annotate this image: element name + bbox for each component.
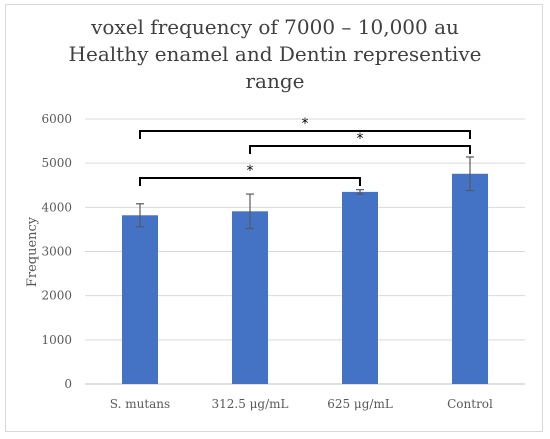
y-tick-label-6000: 6000 <box>41 112 72 126</box>
y-axis-tick-labels: 0 1000 2000 3000 4000 5000 6000 <box>41 112 72 391</box>
chart-title-line-3: range <box>245 69 305 93</box>
y-tick-label-0: 0 <box>64 377 72 391</box>
y-tick-label-1000: 1000 <box>41 333 72 347</box>
significance-bracket-1 <box>249 145 471 154</box>
bar-0 <box>122 215 158 384</box>
bar-1 <box>232 211 268 384</box>
significance-bracket-0 <box>139 130 471 139</box>
bar-3 <box>452 173 488 384</box>
y-tick-label-3000: 3000 <box>41 245 72 259</box>
y-tick-label-4000: 4000 <box>41 200 72 214</box>
x-tick-label-1: 312.5 μg/mL <box>211 397 288 411</box>
y-tick-label-5000: 5000 <box>41 156 72 170</box>
bar-2 <box>342 191 378 384</box>
error-bars <box>136 156 474 230</box>
gridlines <box>85 118 525 385</box>
chart-title: voxel frequency of 7000 – 10,000 au Heal… <box>0 14 550 95</box>
chart-title-line-2: Healthy enamel and Dentin representive <box>68 42 482 66</box>
significance-label-1: * <box>357 131 364 147</box>
x-tick-label-2: 625 μg/mL <box>327 397 393 411</box>
significance-label-0: * <box>302 116 309 132</box>
chart-title-line-1: voxel frequency of 7000 – 10,000 au <box>91 15 459 39</box>
y-tick-label-2000: 2000 <box>41 289 72 303</box>
significance-bracket-2 <box>139 177 361 186</box>
y-axis-label: Frequency <box>25 216 40 287</box>
x-tick-label-0: S. mutans <box>110 397 170 411</box>
x-axis-tick-labels: S. mutans 312.5 μg/mL 625 μg/mL Control <box>110 397 493 411</box>
significance-brackets: * * * <box>139 116 471 186</box>
x-tick-label-3: Control <box>447 397 493 411</box>
bars <box>122 173 488 384</box>
significance-label-2: * <box>247 163 254 179</box>
